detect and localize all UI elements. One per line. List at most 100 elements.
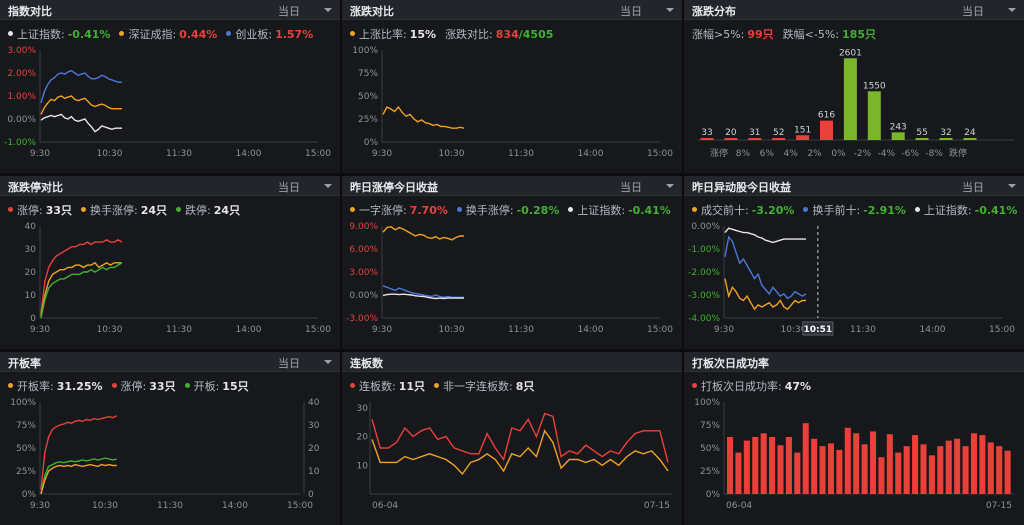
x-tick-label: 14:00 [578,149,604,159]
legend-value: -0.28% [516,204,560,217]
legend-value: -0.41% [67,28,111,41]
x-tick-label: 15:00 [647,149,673,159]
legend-label: 涨停: [17,204,43,217]
period-dropdown[interactable]: 当日 [962,2,1018,18]
panel-limit-compare: 涨跌停对比 当日 涨停: 33只 换手涨停: 24只 跌停: 24只 40 30 20 10 0 9:30… [0,176,340,349]
legend: 上涨比率: 15% 涨跌对比: 834/4505 [350,26,676,42]
panel-title: 涨跌停对比 [8,181,63,194]
bar-value-label: 52 [773,128,784,138]
bar [811,438,818,494]
chart-next-day-success[interactable]: 100% 75% 50% 25% 0% 06-04 07-15 [684,396,1024,525]
chart-yday-active-return[interactable]: 0.00% -1.00% -2.00% -3.00% -4.00%9:30 10:30 11… [684,220,1024,349]
bar-value-label: 2601 [839,48,862,58]
legend-value: 11只 [398,380,426,393]
legend-label: 换手涨停: [90,204,138,217]
x-tick-label: 9:30 [372,325,392,335]
period-dropdown[interactable]: 当日 [962,178,1018,194]
y-tick-label: 100% [694,398,720,408]
y2-tick-label: 10 [308,467,320,477]
legend-item: 上证指数: -0.41% [8,26,110,42]
period-dropdown[interactable]: 当日 [278,178,334,194]
bar [979,435,986,494]
legend-dot-icon [350,383,355,388]
period-dropdown[interactable]: 当日 [278,354,334,370]
bar-value-label: 55 [916,128,927,138]
panel-title: 打板次日成功率 [692,357,769,370]
panel-title: 涨跌分布 [692,5,736,18]
legend-dot-icon [184,383,190,388]
legend-value: -2.91% [863,204,906,217]
x-tick-label: 07-15 [986,501,1012,511]
legend-label: 上证指数: [17,28,65,41]
y-tick-label: 20 [25,268,37,278]
period-dropdown[interactable]: 当日 [620,2,676,18]
legend-label: 换手前十: [812,204,861,217]
x-tick-label: 2% [807,149,822,159]
series-line [371,412,669,463]
x-tick-label: 11:30 [157,501,183,511]
legend-item: 连板数: 11只 [350,378,425,394]
y-tick-label: 0 [30,314,36,324]
legend-label: 换手涨停: [465,204,514,217]
legend-item: 开板率: 31.25% [8,378,103,394]
y-tick-label: -2.00% [688,268,720,278]
legend-item: 涨停: 33只 [111,378,176,394]
series-line [724,278,806,311]
panel-header: 打板次日成功率 [684,352,1024,372]
y-tick-label: 0% [22,490,37,500]
panel-index-compare: 指数对比 当日 上证指数: -0.41% 深证成指: 0.44% 创业板: 1.57% 3.00… [0,0,340,173]
y-tick-label: 100% [352,46,378,56]
chart-consecutive-boards[interactable]: 30 20 10 06-04 07-15 [342,396,682,525]
chart-index-compare[interactable]: 3.00% 2.00% 1.00% 0.00% -1.00%9:30 10:30 11:30… [0,44,340,173]
period-dropdown[interactable]: 当日 [620,178,676,194]
chart-open-board-rate[interactable]: 100% 75% 50% 25% 0% 40 30 20 10 0 9:30 10:30 11:30 14… [0,396,340,525]
y-tick-label: 0% [364,138,379,148]
chart-limit-compare[interactable]: 40 30 20 10 09:30 10:30 11:30 14:00 15:00 [0,220,340,349]
y-tick-label: 30 [25,245,37,255]
legend-label: 开板: [193,380,220,393]
y-tick-label: 50% [16,444,36,454]
legend-value: 15只 [222,380,249,393]
legend-item: 上证指数: -0.41% [914,202,1018,218]
panel-next-day-success: 打板次日成功率 打板次日成功率: 47% 100% 75% 50% 25% 0% 06-04 07… [684,352,1024,525]
period-dropdown[interactable]: 当日 [278,2,334,18]
x-tick-label: 06-04 [726,501,752,511]
bar-value-label: 33 [701,128,712,138]
period-dropdown-label: 当日 [962,5,984,18]
bar [987,442,994,494]
x-tick-label: 06-04 [372,501,398,511]
bar-value-label: 31 [749,128,760,138]
panel-title: 涨跌对比 [350,5,394,18]
chart-rise-fall-dist[interactable]: 33 20 31 52 151 616 2601 1550 243 55 32 24 涨停 8% 6% 4% 2… [684,44,1024,173]
legend: 成交前十: -3.20% 换手前十: -2.91% 上证指数: -0.41% [692,202,1018,218]
y-tick-label: 25% [16,467,36,477]
x-tick-label: 9:30 [30,325,50,335]
legend-item: 上涨比率: 15% [350,26,436,42]
bar [796,135,810,140]
bar [912,435,919,494]
panel-consecutive-boards: 连板数 连板数: 11只 非一字连板数: 8只 30 20 10 06-04 07-15 [342,352,682,525]
caret-down-icon [324,360,332,364]
chart-rise-fall-compare[interactable]: 100% 75% 50% 25% 0%9:30 10:30 11:30 14:00 15:00 [342,44,682,173]
legend-dot-icon [914,207,920,212]
legend-value: 24只 [140,204,168,217]
x-tick-label: 15:00 [287,501,313,511]
bar [878,457,885,494]
bar [777,445,784,494]
x-tick-label: 15:00 [989,325,1015,335]
x-tick-label: 07-15 [644,501,670,511]
bar [827,443,834,494]
y-tick-label: 6.00% [349,245,378,255]
legend-value: -0.41% [974,204,1018,217]
bar [915,138,929,140]
legend-value: 7.70% [409,204,448,217]
chart-yday-limit-return[interactable]: 9.00% 6.00% 3.00% 0.00% -3.00%9:30 10:30 11:30… [342,220,682,349]
legend-value: 8只 [515,380,535,393]
legend-item: 换手涨停: 24只 [81,202,167,218]
legend-value: 0.44% [179,28,218,41]
legend-dot-icon [350,31,355,36]
y-tick-label: 100% [10,398,36,408]
series-line [40,95,122,115]
legend-value: -3.20% [751,204,795,217]
y-tick-label: 0.00% [349,291,378,301]
